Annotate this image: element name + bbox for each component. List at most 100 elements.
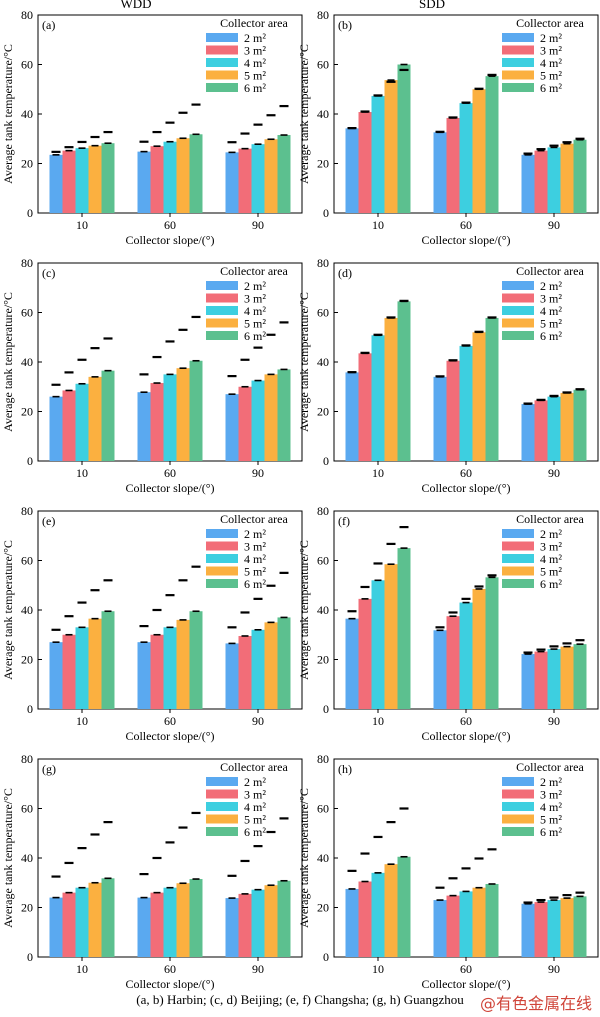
bar <box>264 139 278 213</box>
bar <box>371 872 385 957</box>
bar <box>75 627 89 709</box>
bar <box>62 892 76 957</box>
x-tick-label: 90 <box>548 218 560 232</box>
legend-swatch <box>206 293 238 303</box>
legend-swatch <box>502 777 534 786</box>
legend-title: Collector area <box>516 760 584 774</box>
legend-swatch <box>206 281 238 290</box>
x-tick-label: 10 <box>76 466 88 480</box>
bar <box>251 889 265 957</box>
bar <box>397 548 411 709</box>
bar <box>446 360 460 461</box>
bar <box>49 154 63 213</box>
bar <box>371 580 385 709</box>
x-axis-title: Collector slope/(°) <box>125 977 214 991</box>
y-axis-title: Average tank temperature/°C <box>297 44 311 184</box>
bar <box>101 878 115 957</box>
legend-label: 4 m² <box>244 56 266 70</box>
watermark-text: @有色金属在线 <box>479 994 592 1013</box>
legend-swatch <box>206 45 238 55</box>
bar <box>459 891 473 957</box>
y-tick-label: 0 <box>323 702 329 716</box>
panel-label: (e) <box>42 514 55 528</box>
legend-label: 4 m² <box>540 552 562 566</box>
bar <box>75 383 89 461</box>
bar <box>573 644 587 709</box>
bar <box>277 880 291 957</box>
legend-swatch <box>502 70 534 80</box>
bar <box>163 141 177 213</box>
bar <box>485 76 499 213</box>
legend-label: 3 m² <box>540 44 562 58</box>
legend-swatch <box>206 58 238 67</box>
legend-label: 3 m² <box>540 788 562 802</box>
legend-swatch <box>502 541 534 551</box>
x-tick-label: 90 <box>548 714 560 728</box>
bar <box>433 900 447 957</box>
legend-label: 3 m² <box>244 788 266 802</box>
legend-label: 3 m² <box>540 540 562 554</box>
legend-label: 6 m² <box>540 329 562 343</box>
legend-swatch <box>502 83 534 92</box>
bar <box>384 864 398 957</box>
bar <box>345 372 359 461</box>
bar <box>251 144 265 213</box>
y-axis-title: Average tank temperature/°C <box>297 540 311 680</box>
x-tick-label: 60 <box>164 218 176 232</box>
bar <box>225 643 239 709</box>
bar <box>397 856 411 957</box>
legend-label: 2 m² <box>540 527 562 541</box>
bar <box>573 896 587 957</box>
bar <box>358 353 372 461</box>
y-tick-label: 60 <box>21 554 33 568</box>
bar <box>176 138 190 213</box>
bar <box>238 635 252 709</box>
bar <box>189 611 203 709</box>
bar <box>485 577 499 709</box>
legend-swatch <box>502 529 534 538</box>
x-tick-label: 60 <box>460 714 472 728</box>
y-tick-label: 20 <box>317 157 329 171</box>
bar <box>251 380 265 461</box>
x-tick-label: 60 <box>164 466 176 480</box>
legend-swatch <box>206 789 238 799</box>
legend-swatch <box>206 814 238 824</box>
bar <box>137 151 151 213</box>
x-tick-label: 10 <box>372 218 384 232</box>
legend-title: Collector area <box>220 760 288 774</box>
legend-label: 3 m² <box>244 292 266 306</box>
figure-caption: (a, b) Harbin; (c, d) Beijing; (e, f) Ch… <box>136 992 464 1007</box>
bar <box>150 634 164 709</box>
y-tick-label: 20 <box>21 157 33 171</box>
bar <box>397 301 411 461</box>
y-tick-label: 80 <box>21 8 33 22</box>
x-tick-label: 90 <box>252 466 264 480</box>
legend-title: Collector area <box>516 512 584 526</box>
bar <box>75 148 89 213</box>
x-tick-label: 60 <box>460 962 472 976</box>
bar <box>472 887 486 957</box>
legend-swatch <box>502 33 534 42</box>
y-tick-label: 40 <box>21 851 33 865</box>
legend-swatch <box>206 827 238 836</box>
legend-swatch <box>502 802 534 811</box>
bar <box>358 112 372 213</box>
bar <box>345 128 359 213</box>
legend-swatch <box>206 802 238 811</box>
bar <box>547 147 561 213</box>
bar <box>88 882 102 957</box>
y-tick-label: 0 <box>323 454 329 468</box>
bar <box>459 345 473 461</box>
y-tick-label: 60 <box>317 58 329 72</box>
legend-swatch <box>502 789 534 799</box>
y-tick-label: 0 <box>27 702 33 716</box>
bar <box>150 383 164 461</box>
column-title-sdd: SDD <box>419 0 445 11</box>
bar <box>397 64 411 213</box>
y-tick-label: 80 <box>21 256 33 270</box>
y-axis-title: Average tank temperature/°C <box>1 292 15 432</box>
y-tick-label: 60 <box>317 554 329 568</box>
